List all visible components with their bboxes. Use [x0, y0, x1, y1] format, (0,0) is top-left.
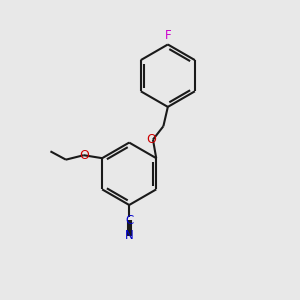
Text: O: O — [79, 149, 89, 162]
Text: C: C — [125, 214, 133, 227]
Text: F: F — [164, 29, 171, 42]
Text: N: N — [125, 230, 134, 242]
Text: O: O — [146, 133, 156, 146]
